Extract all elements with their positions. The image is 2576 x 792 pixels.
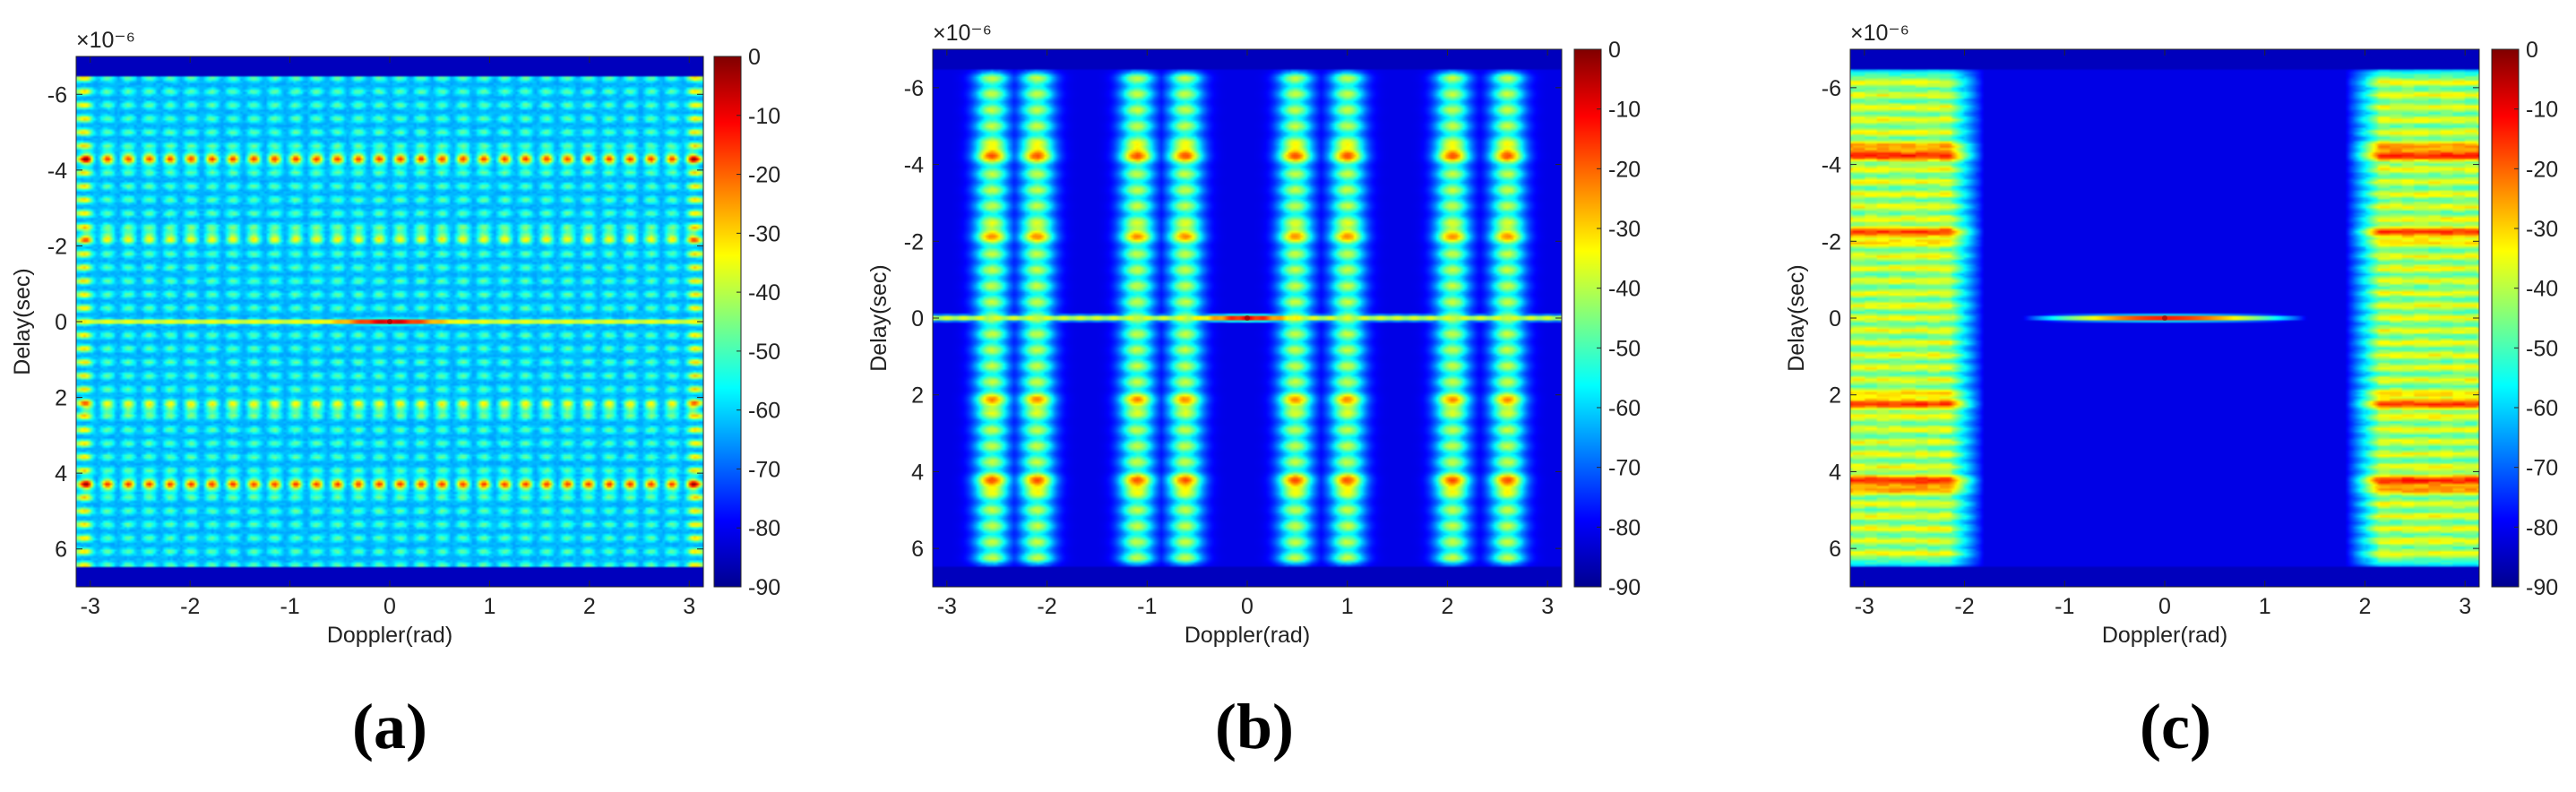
x-tick-label: -1 — [2055, 594, 2074, 619]
peak-marker — [2162, 315, 2167, 321]
panel-caption: (a) — [352, 691, 427, 762]
y-tick-label: 0 — [55, 310, 67, 335]
colorbar-tick-label: -80 — [2526, 515, 2558, 540]
y-tick-label: 6 — [1829, 537, 1841, 562]
colorbar-tick-label: -50 — [2526, 336, 2558, 361]
colorbar-tick-label: 0 — [1608, 38, 1621, 63]
colorbar-tick-label: -90 — [748, 575, 780, 600]
colorbar-gradient — [1573, 48, 1602, 588]
y-tick-label: 0 — [911, 306, 924, 331]
x-tick-label: 1 — [1341, 594, 1354, 619]
x-tick-label: -2 — [180, 594, 200, 619]
panel-b: -3 -2 -1 0 1 2 3-6-4-20246×10⁻⁶Doppler(rad)Del… — [866, 21, 1641, 762]
x-tick-label: 0 — [2158, 594, 2171, 619]
colorbar-tick-label: -50 — [748, 340, 780, 365]
y-tick-label: 6 — [55, 538, 67, 563]
colorbar-tick-label: -80 — [748, 516, 780, 541]
colorbar-tick-label: 0 — [2526, 38, 2538, 63]
colorbar-tick-label: -70 — [2526, 456, 2558, 481]
x-tick-label: 0 — [1241, 594, 1254, 619]
y-tick-label: 4 — [911, 460, 924, 485]
y-tick-label: 6 — [911, 537, 924, 562]
y-tick-label: -2 — [904, 229, 924, 254]
colorbar: 0 -10 -20 -30 -40 -50 -60 -70 -80 -90 — [1573, 38, 1641, 600]
x-tick-label: -2 — [1037, 594, 1056, 619]
x-tick-label: 3 — [2459, 594, 2471, 619]
y-tick-label: 0 — [1829, 306, 1841, 331]
y-axis-label: Delay(sec) — [10, 268, 35, 374]
colorbar: 0 -10 -20 -30 -40 -50 -60 -70 -80 -90 — [2491, 38, 2558, 600]
colorbar-tick-label: -60 — [2526, 396, 2558, 421]
y-tick-label: -4 — [1822, 153, 1841, 178]
x-axis-label: Doppler(rad) — [1185, 623, 1310, 648]
y-tick-label: -6 — [904, 76, 924, 101]
x-tick-label: 2 — [2359, 594, 2372, 619]
colorbar-tick-label: -40 — [2526, 277, 2558, 302]
peak-marker — [387, 319, 392, 324]
colorbar-tick-label: -20 — [1608, 157, 1641, 182]
colorbar-tick-label: -60 — [748, 399, 780, 424]
colorbar-tick-label: -10 — [748, 104, 780, 129]
x-tick-label: -3 — [1855, 594, 1874, 619]
y-tick-label: -6 — [47, 82, 67, 108]
colorbar-tick-label: -30 — [2526, 217, 2558, 242]
panel-caption: (c) — [2140, 691, 2211, 762]
colorbar-tick-label: -10 — [1608, 98, 1641, 123]
colorbar-tick-label: -90 — [1608, 575, 1641, 600]
colorbar-tick-label: -20 — [2526, 157, 2558, 182]
y-tick-label: 2 — [911, 383, 924, 409]
x-axis-label: Doppler(rad) — [327, 623, 452, 648]
y-scale-exponent: ×10⁻⁶ — [76, 28, 135, 53]
colorbar-tick-label: -40 — [1608, 277, 1641, 302]
panel-a: -3 -2 -1 0 1 2 3-6-4-20246×10⁻⁶Doppler(rad)Del… — [10, 28, 780, 762]
x-tick-label: -3 — [81, 594, 100, 619]
colorbar-tick-label: -60 — [1608, 396, 1641, 421]
colorbar-gradient — [2491, 48, 2520, 588]
colorbar-tick-label: -30 — [748, 221, 780, 246]
panel-caption: (b) — [1215, 691, 1294, 762]
y-tick-label: -6 — [1822, 76, 1841, 101]
x-tick-label: 1 — [2259, 594, 2271, 619]
x-tick-label: 2 — [583, 594, 596, 619]
x-tick-label: 3 — [1541, 594, 1554, 619]
x-tick-label: -1 — [280, 594, 299, 619]
y-tick-label: -4 — [904, 153, 924, 178]
x-tick-label: -2 — [1954, 594, 1974, 619]
peak-marker — [1245, 315, 1250, 321]
y-scale-exponent: ×10⁻⁶ — [1850, 21, 1909, 46]
y-tick-label: -2 — [47, 234, 67, 259]
colorbar-tick-label: -70 — [1608, 456, 1641, 481]
panel-c: -3 -2 -1 0 1 2 3-6-4-20246×10⁻⁶Doppler(rad)Del… — [1784, 21, 2558, 762]
y-tick-label: -2 — [1822, 229, 1841, 254]
y-tick-label: 2 — [1829, 383, 1841, 409]
y-axis-label: Delay(sec) — [866, 264, 892, 371]
y-tick-label: 4 — [55, 461, 67, 486]
x-tick-label: -3 — [937, 594, 957, 619]
y-scale-exponent: ×10⁻⁶ — [933, 21, 992, 46]
colorbar-tick-label: 0 — [748, 45, 761, 70]
x-tick-label: 2 — [1442, 594, 1454, 619]
colorbar-tick-label: -40 — [748, 280, 780, 306]
y-axis-label: Delay(sec) — [1784, 264, 1809, 371]
y-tick-label: 2 — [55, 386, 67, 411]
y-tick-label: 4 — [1829, 460, 1841, 485]
colorbar-tick-label: -70 — [748, 457, 780, 482]
colorbar-tick-label: -50 — [1608, 336, 1641, 361]
y-tick-label: -4 — [47, 159, 67, 184]
x-tick-label: 1 — [483, 594, 495, 619]
colorbar-tick-label: -90 — [2526, 575, 2558, 600]
colorbar-tick-label: -10 — [2526, 98, 2558, 123]
x-axis-label: Doppler(rad) — [2102, 623, 2227, 648]
colorbar-tick-label: -30 — [1608, 217, 1641, 242]
colorbar-tick-label: -80 — [1608, 515, 1641, 540]
x-tick-label: 0 — [383, 594, 396, 619]
colorbar-gradient — [713, 56, 742, 588]
x-tick-label: 3 — [683, 594, 695, 619]
colorbar: 0 -10 -20 -30 -40 -50 -60 -70 -80 -90 — [713, 45, 780, 600]
colorbar-tick-label: -20 — [748, 163, 780, 188]
x-tick-label: -1 — [1137, 594, 1157, 619]
